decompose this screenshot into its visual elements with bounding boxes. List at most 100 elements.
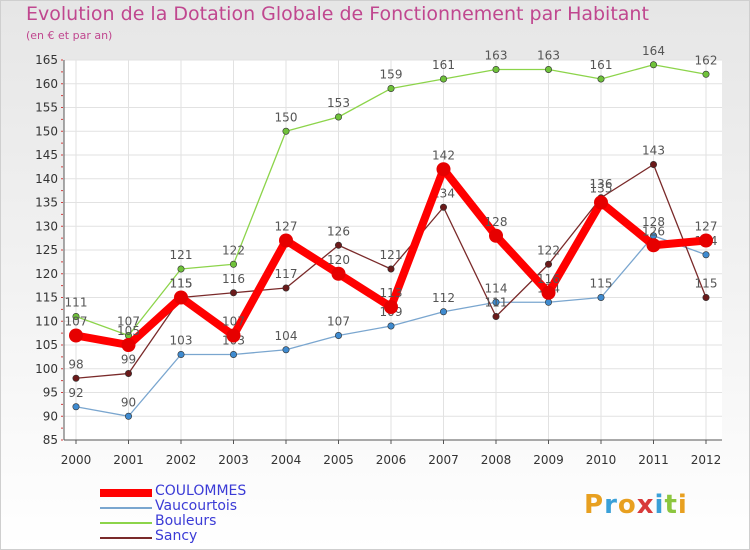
point-coulommes <box>646 238 661 253</box>
y-tick-label: 115 <box>35 291 58 305</box>
logo-letter: P <box>584 490 605 520</box>
x-tick-label: 2002 <box>166 453 197 467</box>
logo-letter: t <box>664 490 678 520</box>
point-sancy <box>72 374 80 382</box>
x-tick-label: 2004 <box>271 453 302 467</box>
point-bouleurs <box>177 265 185 273</box>
logo-letter: x <box>636 490 655 520</box>
data-label-sancy: 116 <box>222 272 245 286</box>
data-label-vaucourtois: 90 <box>121 395 136 409</box>
x-tick-label: 2000 <box>61 453 92 467</box>
legend-label-coulommes: COULOMMES <box>155 483 247 499</box>
point-sancy <box>439 203 447 211</box>
point-sancy <box>702 293 710 301</box>
x-tick-label: 2003 <box>218 453 249 467</box>
data-label-sancy: 143 <box>642 144 665 158</box>
x-tick-label: 2009 <box>533 453 564 467</box>
data-label-coulommes: 142 <box>432 148 455 162</box>
point-bouleurs <box>702 70 710 78</box>
data-label-bouleurs: 111 <box>65 296 88 310</box>
data-label-bouleurs: 121 <box>170 248 193 262</box>
legend-swatch-bouleurs <box>100 522 152 524</box>
y-tick-label: 165 <box>35 53 58 67</box>
x-tick-label: 2010 <box>586 453 617 467</box>
data-label-bouleurs: 107 <box>117 315 140 329</box>
data-label-bouleurs: 163 <box>537 49 560 63</box>
point-coulommes <box>226 328 241 343</box>
x-tick-label: 2008 <box>481 453 512 467</box>
data-label-sancy: 122 <box>537 243 560 257</box>
data-label-coulommes: 128 <box>485 215 508 229</box>
point-vaucourtois <box>702 251 710 259</box>
data-label-coulommes: 120 <box>327 253 350 267</box>
point-bouleurs <box>492 66 500 74</box>
data-label-bouleurs: 161 <box>590 58 613 72</box>
point-sancy <box>492 312 500 320</box>
y-tick-label: 120 <box>35 267 58 281</box>
x-tick-label: 2011 <box>638 453 669 467</box>
chart-title: Evolution de la Dotation Globale de Fonc… <box>26 3 649 25</box>
data-label-bouleurs: 122 <box>222 243 245 257</box>
logo-letter: r <box>604 490 618 520</box>
point-vaucourtois <box>544 298 552 306</box>
data-label-coulommes: 126 <box>642 224 665 238</box>
proxiti-logo: Proxiti <box>584 490 688 520</box>
point-coulommes <box>541 285 556 300</box>
point-vaucourtois <box>387 322 395 330</box>
point-vaucourtois <box>230 350 238 358</box>
legend-label-sancy: Sancy <box>155 528 198 544</box>
legend-swatch-vaucourtois <box>100 507 152 509</box>
point-bouleurs <box>72 312 80 320</box>
data-label-bouleurs: 153 <box>327 96 350 110</box>
y-tick-label: 160 <box>35 77 58 91</box>
point-coulommes <box>174 290 188 305</box>
data-label-vaucourtois: 92 <box>68 386 83 400</box>
data-label-coulommes: 105 <box>117 324 140 338</box>
point-bouleurs <box>597 75 605 83</box>
x-tick-label: 2012 <box>691 453 722 467</box>
point-bouleurs <box>649 61 657 69</box>
data-label-coulommes: 127 <box>275 220 298 234</box>
y-tick-label: 140 <box>35 172 58 186</box>
data-label-vaucourtois: 103 <box>170 334 193 348</box>
x-tick-label: 2005 <box>323 453 354 467</box>
data-label-vaucourtois: 114 <box>485 281 508 295</box>
point-bouleurs <box>282 127 290 135</box>
y-tick-label: 125 <box>35 243 58 257</box>
point-vaucourtois <box>597 293 605 301</box>
legend-label-vaucourtois: Vaucourtois <box>155 498 238 514</box>
data-label-coulommes: 135 <box>590 182 613 196</box>
point-vaucourtois <box>282 346 290 354</box>
legend-swatch-coulommes <box>100 489 152 497</box>
data-label-sancy: 99 <box>121 353 136 367</box>
point-vaucourtois <box>334 331 342 339</box>
point-coulommes <box>436 162 451 177</box>
point-coulommes <box>594 195 608 210</box>
chart-subtitle: (en € et par an) <box>26 29 113 42</box>
point-bouleurs <box>439 75 447 83</box>
point-bouleurs <box>387 85 395 93</box>
legend-swatch-sancy <box>100 537 152 539</box>
y-tick-label: 85 <box>43 433 58 447</box>
y-tick-label: 110 <box>35 314 58 328</box>
point-vaucourtois <box>439 308 447 316</box>
data-label-sancy: 115 <box>695 277 718 291</box>
data-label-bouleurs: 162 <box>695 53 718 67</box>
y-tick-label: 105 <box>35 338 58 352</box>
data-label-bouleurs: 161 <box>432 58 455 72</box>
point-sancy <box>334 241 342 249</box>
y-tick-label: 150 <box>35 124 58 138</box>
data-label-coulommes: 127 <box>695 220 718 234</box>
data-label-coulommes: 115 <box>170 277 193 291</box>
point-sancy <box>282 284 290 292</box>
point-sancy <box>125 369 133 377</box>
data-label-vaucourtois: 115 <box>590 277 613 291</box>
y-tick-label: 135 <box>35 196 58 210</box>
data-label-vaucourtois: 112 <box>432 291 455 305</box>
y-tick-label: 130 <box>35 219 58 233</box>
x-tick-label: 2007 <box>428 453 459 467</box>
data-label-sancy: 121 <box>380 248 403 262</box>
data-label-coulommes: 107 <box>65 315 88 329</box>
data-label-vaucourtois: 128 <box>642 215 665 229</box>
